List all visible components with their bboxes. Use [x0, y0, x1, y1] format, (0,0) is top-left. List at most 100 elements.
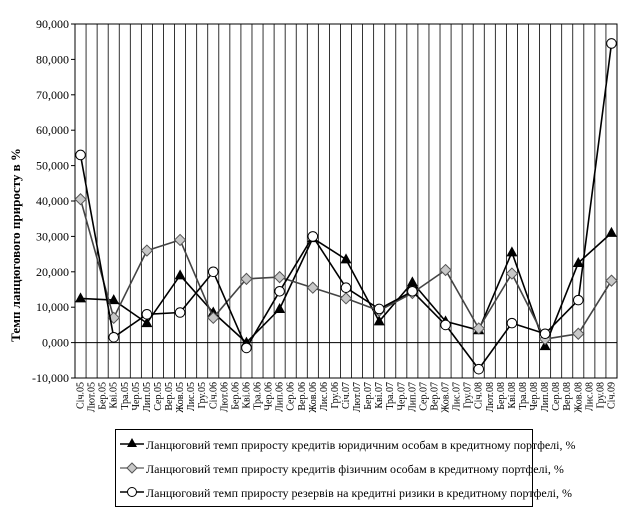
data-point: [340, 282, 352, 294]
x-tick-label: Вер.07: [429, 382, 440, 411]
x-tick-label: Сер.05: [153, 382, 164, 411]
data-point: [506, 317, 518, 329]
x-tick-label: Жов.06: [308, 382, 319, 413]
x-tick-label: Січ.07: [341, 382, 352, 409]
data-point: [439, 263, 452, 277]
data-point: [373, 303, 385, 315]
x-tick-label: Жов.07: [441, 382, 452, 413]
data-point: [505, 267, 519, 280]
x-tick-label: Тра.08: [518, 382, 529, 410]
series-line: [79, 198, 613, 340]
y-tick-label: 60,000: [36, 123, 69, 137]
diamond-marker-icon: [120, 462, 144, 474]
data-point: [572, 256, 584, 267]
x-tick-label: Лис.07: [452, 382, 463, 411]
x-tick-label: Сер.08: [551, 382, 562, 411]
data-point: [74, 193, 87, 206]
data-point: [108, 331, 120, 343]
data-point: [273, 270, 286, 284]
data-point: [306, 281, 320, 294]
data-point: [472, 322, 485, 335]
data-point: [406, 276, 418, 287]
x-tick-label: Гру.05: [197, 382, 208, 409]
x-tick-label: Січ.08: [474, 382, 485, 409]
data-point: [605, 226, 617, 237]
x-tick-label: Вер.08: [562, 382, 573, 411]
x-tick-label: Лют.06: [219, 382, 230, 412]
x-tick-label: Бер.08: [496, 382, 507, 410]
y-tick-label: 0,000: [42, 336, 69, 350]
x-tick-label: Лют.05: [87, 382, 98, 412]
x-tick-label: Кві.05: [109, 382, 120, 409]
data-point: [207, 266, 219, 278]
x-tick-label: Жов.08: [573, 382, 584, 413]
data-point: [605, 274, 618, 287]
chart-legend: Ланцюговий темп приросту кредитів юридич…: [115, 429, 576, 507]
data-point: [606, 38, 617, 49]
data-point: [140, 244, 154, 257]
data-point: [506, 246, 518, 257]
data-point: [307, 231, 319, 242]
triangle-marker-icon: [120, 438, 144, 447]
x-tick-label: Кві.07: [374, 382, 385, 409]
legend-item-series-1: Ланцюговий темп приросту кредитів юридич…: [116, 434, 576, 456]
x-tick-label: Лют.07: [352, 382, 363, 412]
data-point: [240, 272, 253, 286]
x-tick-label: Лис.08: [584, 382, 595, 411]
y-axis-ticks: -10,000 0,000 10,000 20,000 30,000 40,000 50,0…: [32, 17, 75, 385]
data-point: [241, 342, 252, 354]
data-point: [141, 317, 153, 328]
x-tick-label: Бер.06: [230, 382, 241, 410]
circle-marker-icon: [120, 487, 144, 497]
legend-label-series-1: Ланцюговий темп приросту кредитів юридич…: [146, 438, 576, 452]
x-axis-ticks: Січ.05 Лют.05 Бер.05 Кві.05 Тра.05 Чер.05 Лип.…: [76, 382, 618, 413]
series-3: [75, 38, 617, 375]
grid-lines: [85, 24, 607, 378]
x-tick-label: Лип.05: [142, 382, 153, 412]
x-tick-label: Січ.06: [208, 382, 219, 409]
x-tick-label: Тра.07: [385, 382, 396, 410]
x-tick-label: Лип.08: [540, 382, 551, 412]
series-2: [74, 193, 618, 346]
data-point: [440, 319, 451, 331]
x-tick-label: Чер.07: [396, 382, 407, 410]
x-tick-label: Вер.06: [297, 382, 308, 411]
series-line: [79, 43, 613, 370]
y-tick-label: 70,000: [36, 88, 69, 102]
data-point: [572, 294, 584, 306]
x-tick-label: Тра.05: [120, 382, 131, 410]
data-point: [108, 294, 120, 305]
legend-label-series-2: Ланцюговий темп приросту кредитів фізичн…: [146, 462, 564, 476]
x-tick-label: Лют.08: [485, 382, 496, 412]
x-tick-label: Бер.07: [363, 382, 374, 410]
x-tick-label: Січ.05: [76, 382, 87, 409]
data-point: [274, 302, 286, 313]
y-tick-label: -10,000: [32, 371, 69, 385]
data-point: [75, 292, 87, 303]
data-point: [539, 328, 551, 340]
y-tick-label: 10,000: [36, 300, 69, 314]
x-tick-label: Тра.06: [253, 382, 264, 410]
y-tick-label: 50,000: [36, 159, 69, 173]
data-point: [473, 363, 485, 375]
series-layer: [74, 38, 618, 375]
data-point: [274, 285, 285, 297]
data-point: [141, 308, 153, 320]
x-tick-label: Гру.08: [595, 382, 606, 409]
plot-area-frame: [74, 23, 618, 379]
x-tick-label: Бер.05: [98, 382, 109, 410]
legend-item-series-2: Ланцюговий темп приросту кредитів фізичн…: [116, 458, 564, 480]
x-tick-label: Чер.06: [264, 382, 275, 410]
x-tick-label: Чер.05: [131, 382, 142, 410]
data-point: [75, 149, 86, 161]
legend-item-series-3: Ланцюговий темп приросту резервів на кре…: [116, 482, 572, 504]
data-point: [174, 269, 186, 280]
x-tick-label: Гру.07: [463, 382, 474, 409]
y-tick-label: 30,000: [36, 229, 69, 243]
x-tick-label: Січ.09: [606, 382, 617, 409]
x-tick-label: Лис.06: [319, 382, 330, 411]
data-point: [173, 233, 187, 247]
data-point: [339, 292, 353, 305]
y-tick-label: 40,000: [36, 194, 69, 208]
